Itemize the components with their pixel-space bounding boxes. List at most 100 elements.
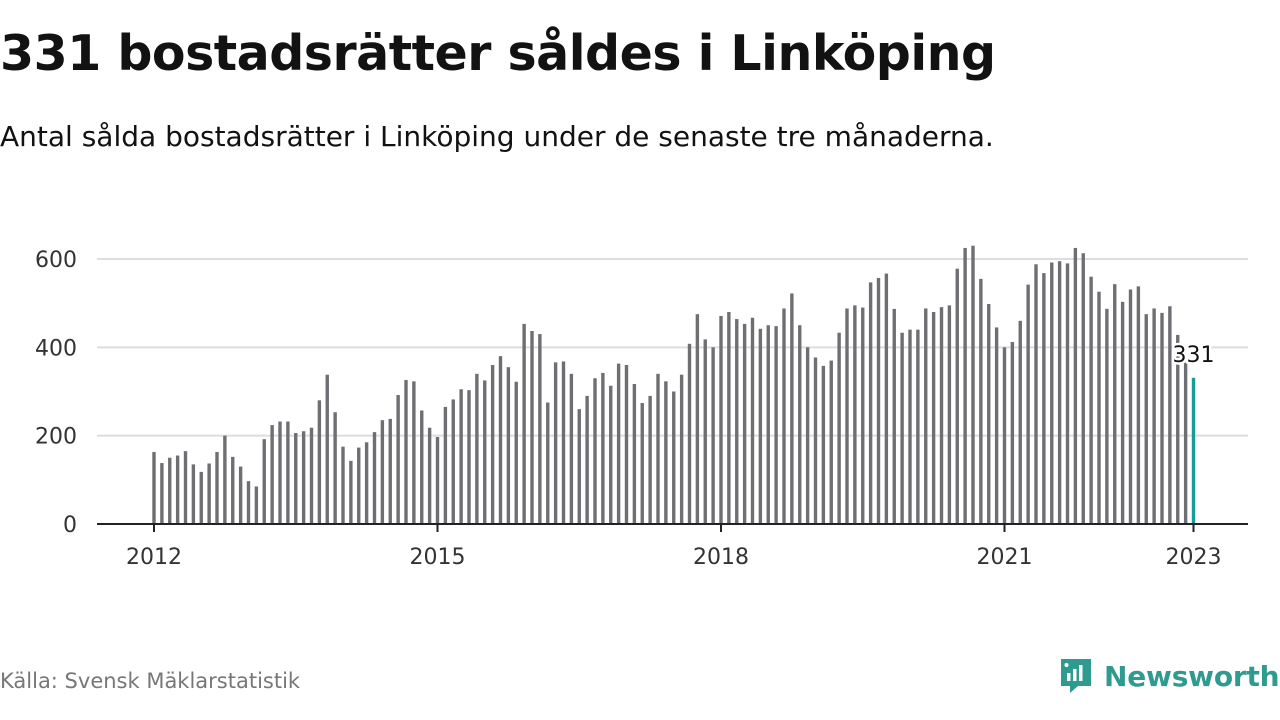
bar (766, 325, 770, 524)
bar (916, 329, 920, 524)
bar (514, 381, 518, 524)
bar (412, 381, 416, 524)
bar (396, 395, 400, 524)
bar (1042, 273, 1046, 524)
bar (1136, 286, 1141, 524)
bar (994, 327, 999, 524)
bar (364, 442, 369, 524)
y-tick-label: 600 (35, 248, 77, 273)
bar (955, 268, 959, 524)
y-tick-label: 400 (35, 336, 77, 361)
bar (1168, 306, 1172, 524)
bar (656, 373, 660, 524)
bar (947, 305, 952, 524)
bar (561, 361, 566, 524)
brand-logo[interactable]: Newsworthy (1058, 654, 1280, 698)
bar (1057, 261, 1062, 524)
bar (892, 308, 896, 524)
bar (1183, 358, 1188, 524)
chart-title: 331 bostadsrätter såldes i Linköping (0, 25, 996, 82)
bar (1105, 308, 1109, 524)
bar (979, 278, 983, 524)
bar (1113, 284, 1117, 524)
bar (278, 421, 282, 524)
bar (199, 471, 203, 524)
bar (632, 383, 637, 524)
bar (687, 343, 692, 524)
bars (152, 245, 1196, 525)
bar (152, 452, 156, 524)
bar (1018, 320, 1022, 524)
bar (908, 329, 912, 524)
bar (845, 308, 849, 524)
bar (569, 373, 574, 524)
bar (821, 365, 826, 524)
bar (325, 374, 329, 524)
bar (987, 304, 991, 524)
bar (309, 427, 314, 524)
bar (876, 277, 881, 524)
bar (420, 410, 424, 524)
bar (498, 356, 503, 524)
bar (427, 427, 432, 524)
bar (168, 457, 172, 524)
bar (813, 357, 818, 524)
bar (1073, 247, 1078, 524)
bar (546, 402, 550, 524)
bar (868, 282, 873, 524)
tick-labels: 0 200 400 600 2012 2015 2018 2021 2023 (35, 248, 1222, 570)
bar (1010, 342, 1015, 524)
bar (1089, 276, 1093, 524)
bar (695, 314, 700, 524)
bar (719, 315, 723, 524)
bar (1176, 334, 1180, 524)
bar (1026, 284, 1030, 524)
bar (1065, 263, 1070, 524)
bar (593, 378, 597, 524)
bar (782, 308, 786, 524)
bar (522, 323, 526, 524)
bar (1120, 301, 1125, 524)
bar (223, 435, 227, 524)
bar (459, 389, 463, 524)
x-tick-label: 2012 (126, 545, 182, 570)
bar (703, 339, 707, 524)
bar (1097, 291, 1101, 524)
bar (1050, 262, 1054, 524)
bar (758, 328, 763, 524)
bar (798, 325, 802, 524)
bar (215, 452, 219, 524)
bar (301, 431, 306, 524)
y-tick-label: 200 (35, 425, 77, 450)
bar (435, 436, 440, 524)
bar (640, 402, 644, 524)
bar (624, 364, 629, 524)
bar (443, 406, 448, 524)
bar (679, 374, 684, 524)
latest-value-label: 331 (1173, 343, 1215, 368)
bar (246, 481, 251, 524)
source-note: Källa: Svensk Mäklarstatistik (0, 669, 301, 693)
bar (1081, 253, 1085, 525)
bar (191, 464, 196, 524)
bar (585, 395, 589, 524)
bar (742, 323, 747, 524)
bar (664, 381, 668, 524)
bar (349, 460, 353, 524)
bar (727, 311, 731, 524)
bar (451, 399, 455, 524)
bar (939, 307, 944, 524)
bar (711, 347, 715, 524)
bar (884, 273, 889, 524)
bar (254, 486, 259, 524)
bar (475, 373, 479, 524)
bar (750, 317, 755, 524)
bar (160, 463, 164, 524)
chart-subtitle: Antal sålda bostadsrätter i Linköping un… (0, 120, 994, 153)
bar (924, 308, 928, 524)
bar (601, 372, 605, 524)
highlight-annotation: 331 (1170, 340, 1217, 370)
bar (404, 380, 408, 524)
bar (1160, 312, 1164, 524)
bar (790, 293, 794, 524)
